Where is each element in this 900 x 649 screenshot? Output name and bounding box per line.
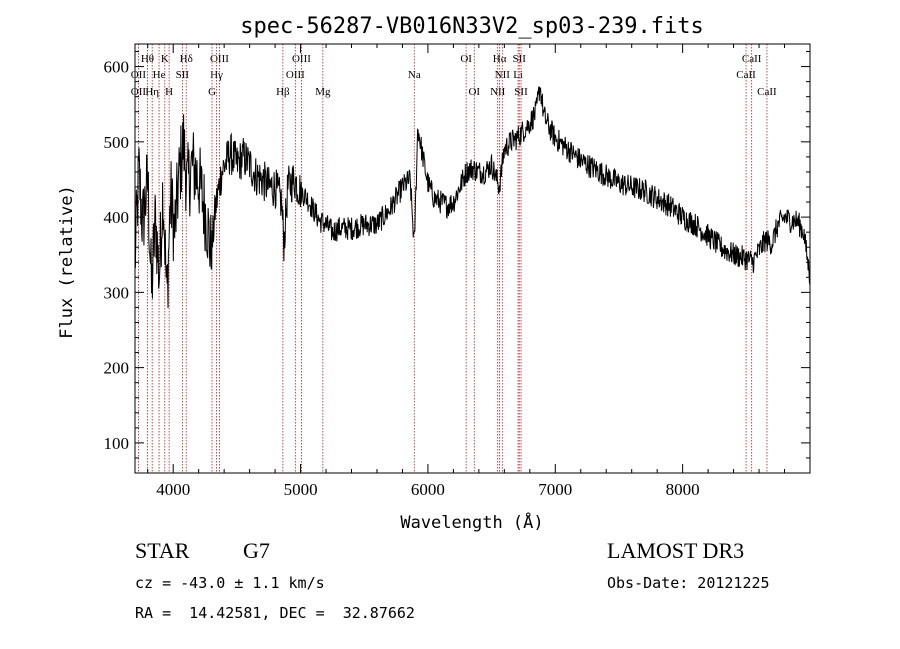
y-tick-label: 400 — [104, 208, 130, 227]
spectral-line-label: Li — [513, 69, 523, 81]
spectral-line-label: NII — [490, 86, 506, 98]
spectral-line-label: SII — [176, 69, 190, 81]
spectral-line-label: SII — [513, 53, 527, 65]
plot-frame — [134, 43, 811, 474]
spectral-line-label: CaII — [742, 53, 762, 65]
coordinates-readout: RA = 14.42581, DEC = 32.87662 — [135, 604, 415, 622]
spectral-line-label: Hα — [493, 53, 507, 65]
spectral-line-label: OI — [468, 86, 480, 98]
survey-name: LAMOST DR3 — [607, 538, 745, 563]
object-subclass: G7 — [243, 538, 270, 563]
spectral-line-label: OIII — [210, 53, 229, 65]
spectral-lines: Hθ K Hδ OIII OIII OI Hα SII CaII OII He SII Hγ OIII Na… — [131, 44, 777, 473]
spectral-line-label: Na — [408, 69, 421, 81]
spectrum-series — [134, 86, 811, 309]
spectral-line-label: NII — [495, 69, 511, 81]
y-tick-label: 300 — [104, 283, 130, 302]
spectral-line-label: Hδ — [180, 53, 193, 65]
spectral-line-label: K — [161, 53, 169, 65]
spectral-line-label: OII — [131, 69, 147, 81]
axis-ticks: 4000 5000 6000 7000 8000 100 200 300 400 500 600 — [104, 44, 810, 499]
object-class: STAR — [135, 538, 190, 563]
x-tick-label: 4000 — [156, 480, 190, 499]
spectral-line-label: Hβ — [276, 86, 290, 98]
spectral-line-label: Mg — [315, 86, 331, 98]
chart-title: spec-56287-VB016N33V2_sp03-239.fits — [240, 14, 704, 39]
spectral-line-label: Hθ — [141, 53, 154, 65]
x-tick-label: 5000 — [284, 480, 318, 499]
spectral-line-label: Hγ — [210, 69, 223, 81]
spectral-line-label: SII — [514, 86, 528, 98]
spectral-line-label: G — [208, 86, 216, 98]
redshift-readout: cz = -43.0 ± 1.1 km/s — [135, 574, 325, 592]
y-axis-label: Flux (relative) — [57, 185, 77, 339]
y-tick-label: 100 — [104, 434, 130, 453]
spectral-line-label: Hη — [145, 86, 159, 98]
spectral-line-label: CaII — [757, 86, 777, 98]
spectral-line-label: OIII — [292, 53, 311, 65]
spectral-line-label: OIII — [286, 69, 305, 81]
observation-date: Obs-Date: 20121225 — [607, 574, 770, 592]
spectral-line-label: OI — [460, 53, 472, 65]
x-tick-label: 8000 — [666, 480, 700, 499]
y-tick-label: 500 — [104, 133, 130, 152]
y-tick-label: 200 — [104, 359, 130, 378]
x-tick-label: 6000 — [411, 480, 445, 499]
spectral-line-label: CaII — [736, 69, 756, 81]
spectral-line-label: He — [153, 69, 166, 81]
y-tick-label: 600 — [104, 58, 130, 77]
spectral-line-label: H — [165, 86, 173, 98]
x-axis-label: Wavelength (Å) — [400, 511, 543, 533]
x-tick-label: 7000 — [538, 480, 572, 499]
